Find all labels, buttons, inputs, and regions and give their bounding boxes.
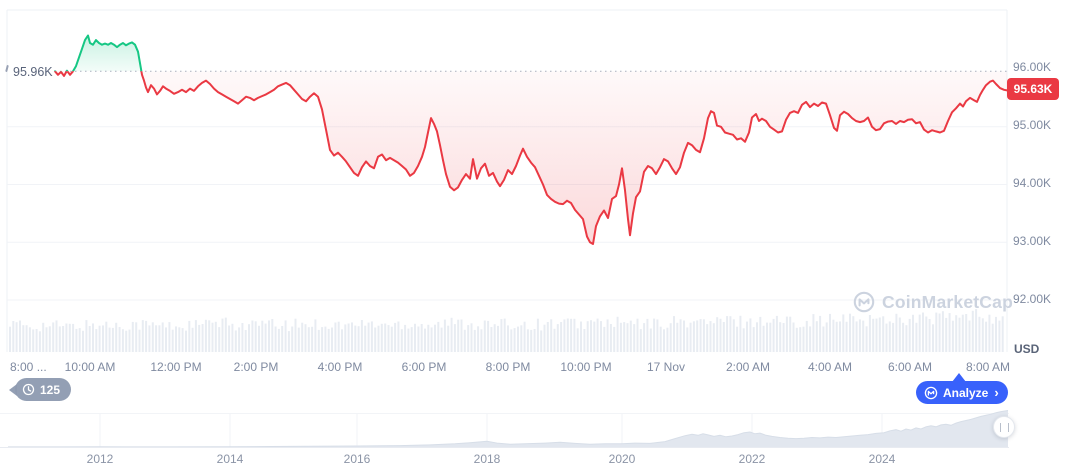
x-axis-label: 2:00 AM (725, 360, 771, 374)
timeline-year-label: 2024 (868, 452, 896, 466)
coinmarketcap-logo-icon (924, 386, 938, 399)
watermark-text: CoinMarketCap (882, 291, 1013, 312)
last-price-badge: 95.63K (1007, 78, 1059, 100)
drag-handle-icon (999, 422, 1009, 432)
x-axis-label: 6:00 PM (401, 360, 447, 374)
chevron-right-icon: › (994, 385, 999, 400)
x-axis-label: 8:00 PM (485, 360, 531, 374)
y-axis-label: 92.00K (1013, 292, 1052, 306)
timeline-scrubber-handle[interactable] (993, 416, 1015, 438)
x-axis-label: 8:00 AM (965, 360, 1011, 374)
x-axis-label: 10:00 AM (64, 360, 116, 374)
x-axis-label: 4:00 AM (807, 360, 853, 374)
x-axis-label: 10:00 PM (560, 360, 612, 374)
countdown-value: 125 (40, 382, 61, 397)
candle-countdown-badge: 125 (8, 378, 72, 401)
y-axis-label: 93.00K (1013, 234, 1052, 248)
x-axis-label: 17 Nov (646, 360, 686, 374)
clock-icon (22, 383, 35, 396)
currency-label: USD (1014, 342, 1040, 356)
analyze-button-label: Analyze (943, 385, 989, 400)
timeline-area (8, 410, 1008, 448)
y-axis-label: 96.00K (1013, 60, 1052, 74)
price-area-below (55, 71, 1007, 244)
price-line-chart[interactable] (0, 0, 1072, 405)
coinmarketcap-logo-icon (853, 291, 875, 313)
open-price-label: 95.96K (13, 65, 53, 79)
timeline-year-label: 2016 (343, 452, 371, 466)
timeline-year-label: 2018 (473, 452, 501, 466)
y-axis-label: 95.00K (1013, 118, 1052, 132)
timeline-area-edge (8, 410, 1009, 448)
x-axis-label: 4:00 PM (317, 360, 363, 374)
analyze-button-tail (952, 373, 966, 382)
x-axis-label: 6:00 AM (887, 360, 933, 374)
timeline-year-label: 2020 (608, 452, 636, 466)
timeline-year-label: 2022 (738, 452, 766, 466)
analyze-button[interactable]: Analyze › (916, 381, 1008, 404)
x-axis-label: 12:00 PM (150, 360, 202, 374)
timeline-chart[interactable] (0, 405, 1072, 470)
x-axis-label: 8:00 ... (10, 360, 47, 374)
price-area-above (55, 35, 142, 72)
plot-borders-grid (6, 9, 1008, 352)
x-axis-label: 2:00 PM (233, 360, 279, 374)
watermark: CoinMarketCap (853, 291, 1013, 313)
price-line-down (54, 71, 1008, 245)
timeline-year-label: 2012 (86, 452, 114, 466)
y-axis-label: 94.00K (1013, 176, 1052, 190)
volume-bars (9, 309, 1004, 352)
timeline-year-label: 2014 (216, 452, 244, 466)
